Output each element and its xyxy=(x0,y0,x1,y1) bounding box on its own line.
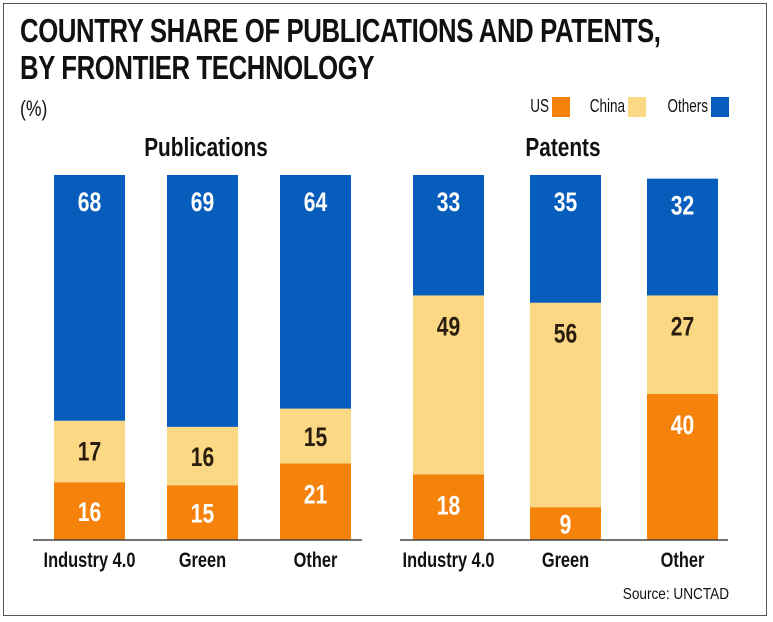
data-label-publications-china: 16 xyxy=(191,443,214,473)
bar-segment-publications-other-others xyxy=(280,175,351,409)
category-label-publications: Industry 4.0 xyxy=(44,548,136,571)
chart-frame xyxy=(3,3,767,616)
data-label-patents-us: 9 xyxy=(560,510,572,540)
category-label-patents: Other xyxy=(661,548,705,571)
bar-segment-patents-industry-4-0-others xyxy=(413,175,484,296)
data-label-publications-china: 15 xyxy=(304,423,327,453)
category-label-patents: Industry 4.0 xyxy=(403,548,495,571)
data-label-patents-us: 40 xyxy=(671,411,694,441)
legend-item-others: Others xyxy=(654,96,730,117)
source-note: Source: UNCTAD xyxy=(622,586,729,603)
data-label-patents-others: 35 xyxy=(554,188,577,218)
chart-title-line-2: BY FRONTIER TECHNOLOGY xyxy=(20,49,375,86)
legend-item-china: China xyxy=(578,96,647,117)
category-label-publications: Other xyxy=(294,548,338,571)
bar-segment-patents-other-others xyxy=(647,178,718,296)
data-label-patents-china: 27 xyxy=(671,312,694,342)
legend-item-us: US xyxy=(524,96,571,117)
legend-label: US xyxy=(530,96,550,116)
category-label-publications: Green xyxy=(179,548,226,571)
data-label-publications-us: 16 xyxy=(78,498,101,528)
legend-label: China xyxy=(589,96,626,116)
data-label-patents-us: 18 xyxy=(437,491,460,521)
bar-segment-patents-other-us xyxy=(647,394,718,540)
bar-segment-publications-industry-4-0-china xyxy=(54,420,125,483)
bar-segment-patents-green-others xyxy=(530,175,601,303)
chart-title: COUNTRY SHARE OF PUBLICATIONS AND PATENT… xyxy=(20,12,661,86)
bar-segment-patents-green-china xyxy=(530,302,601,508)
bar-segment-patents-green-us xyxy=(530,507,601,540)
category-label-patents: Green xyxy=(542,548,589,571)
legend-label: Others xyxy=(667,96,709,116)
panel-title-publications: Publications xyxy=(144,133,268,162)
data-label-patents-china: 49 xyxy=(437,312,460,342)
data-label-patents-china: 56 xyxy=(554,319,577,349)
data-label-publications-others: 69 xyxy=(191,188,214,218)
data-label-publications-others: 64 xyxy=(304,188,328,218)
bar-segment-publications-other-china xyxy=(280,408,351,464)
legend-swatch-others xyxy=(711,96,730,117)
data-label-publications-others: 68 xyxy=(78,188,101,218)
bar-segment-publications-green-us xyxy=(167,485,238,540)
panel-title-patents: Patents xyxy=(525,133,600,162)
bar-segment-publications-green-others xyxy=(167,175,238,427)
bar-segment-publications-green-china xyxy=(167,426,238,486)
data-label-publications-us: 15 xyxy=(191,499,214,529)
bar-segment-publications-other-us xyxy=(280,463,351,540)
bar-segment-publications-industry-4-0-us xyxy=(54,482,125,540)
legend-swatch-us xyxy=(552,96,571,117)
legend-swatch-china xyxy=(628,96,647,117)
bar-segment-publications-industry-4-0-others xyxy=(54,175,125,421)
legend: US China Others xyxy=(524,96,737,117)
data-label-publications-us: 21 xyxy=(304,480,327,510)
unit-label: (%) xyxy=(20,96,48,121)
data-label-patents-others: 33 xyxy=(437,188,460,218)
chart-title-line-1: COUNTRY SHARE OF PUBLICATIONS AND PATENT… xyxy=(20,12,661,49)
bar-segment-patents-industry-4-0-china xyxy=(413,295,484,475)
data-label-patents-others: 32 xyxy=(671,191,694,221)
bar-segment-patents-other-china xyxy=(647,295,718,394)
bar-segment-patents-industry-4-0-us xyxy=(413,474,484,540)
data-label-publications-china: 17 xyxy=(78,437,101,467)
